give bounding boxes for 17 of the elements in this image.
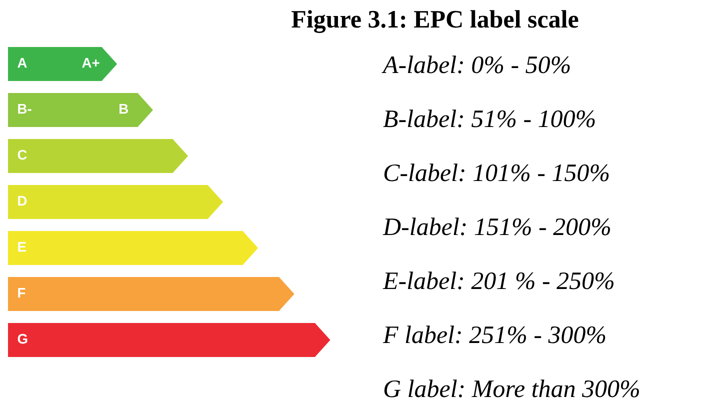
text: G label: More than 300%	[384, 380, 639, 398]
y-tick-label: G	[18, 334, 28, 344]
text: A-label: 0% - 50%	[382, 56, 570, 74]
y-tick-label: A	[18, 58, 27, 68]
text: E-label: 201 % - 250%	[382, 272, 614, 290]
text: C-label: 101% - 150%	[384, 164, 609, 182]
y-tick-label: B-	[18, 104, 32, 114]
y-tick-label: F	[18, 288, 26, 298]
text: B-label: 51% - 100%	[383, 110, 595, 128]
text: Figure 3.1: EPC label scale	[292, 10, 578, 33]
annotation: A+	[82, 58, 100, 68]
text: D-label: 151% - 200%	[382, 218, 610, 236]
y-tick-label: E	[18, 242, 26, 252]
y-tick-label: D	[18, 196, 27, 206]
y-tick-label: C	[18, 150, 27, 160]
annotation: B	[120, 104, 128, 114]
text: F label: 251% - 300%	[382, 326, 606, 344]
